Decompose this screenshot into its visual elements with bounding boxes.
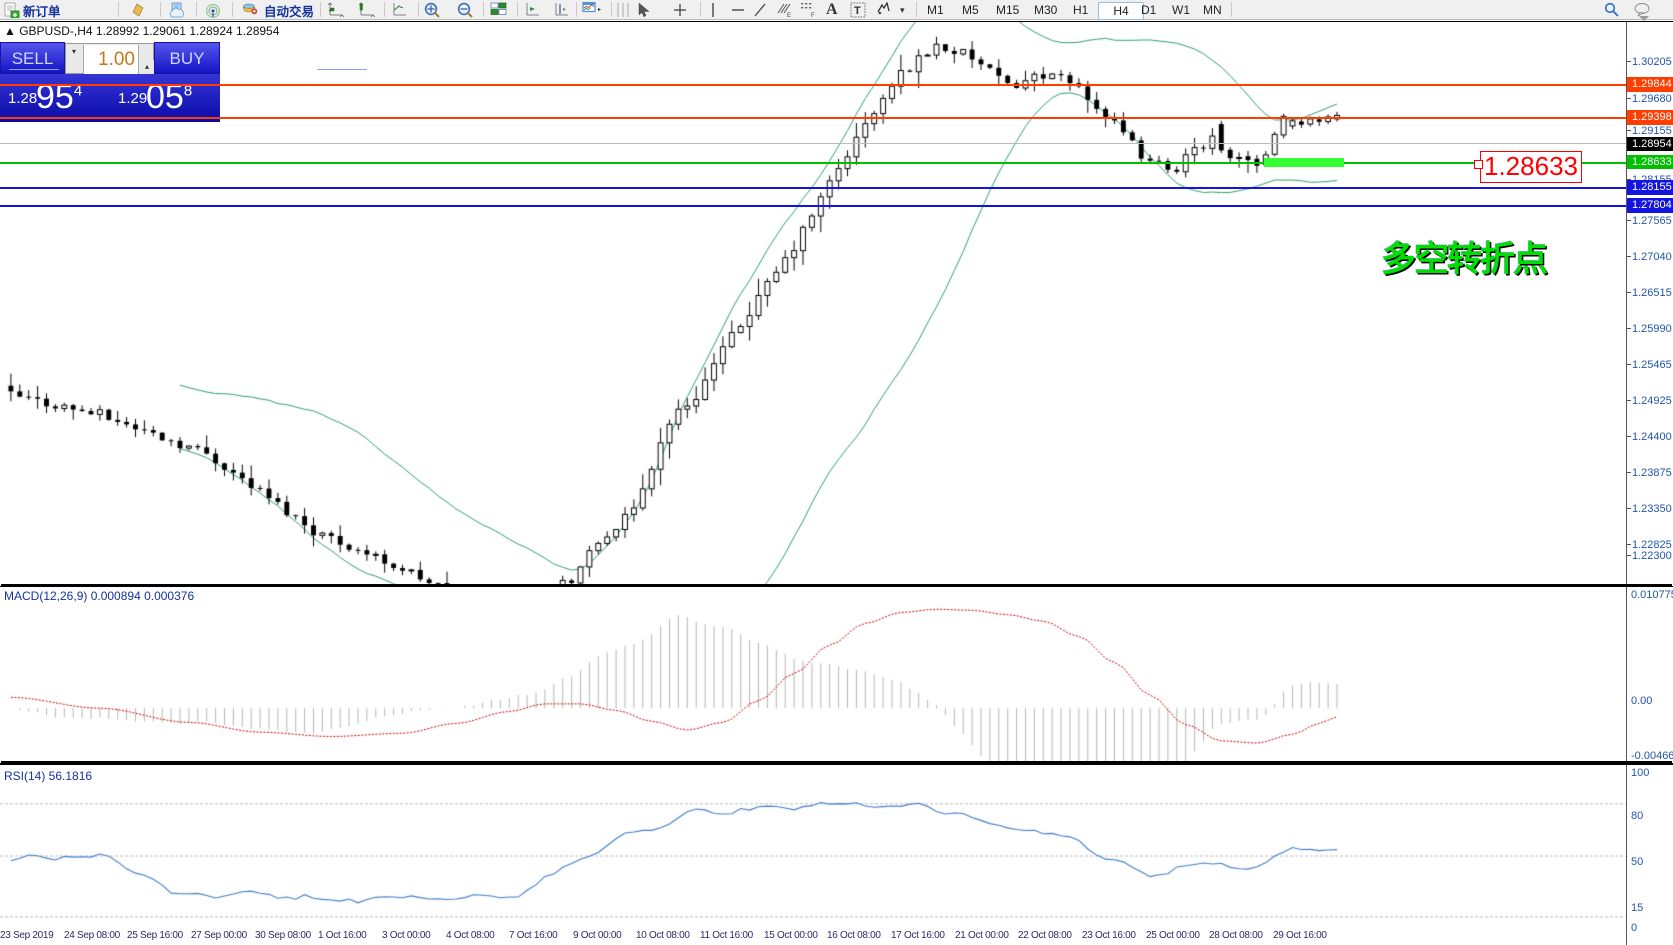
svg-text:T: T: [854, 5, 861, 17]
svg-text:F: F: [811, 13, 815, 18]
svg-text:E: E: [787, 13, 791, 18]
